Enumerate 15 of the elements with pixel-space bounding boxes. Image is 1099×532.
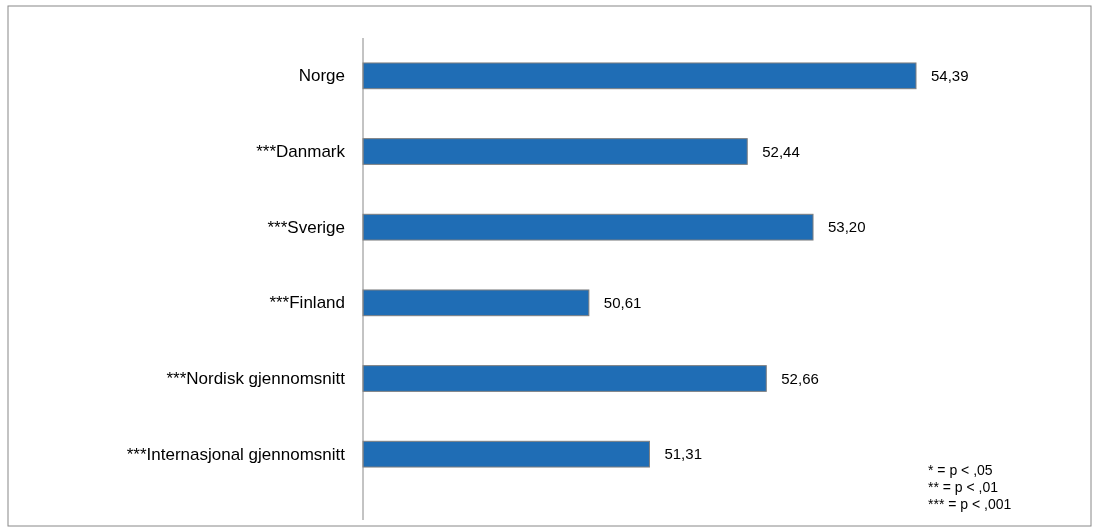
y-tick-label: ***Nordisk gjennomsnitt xyxy=(166,368,346,388)
data-label: 52,44 xyxy=(762,142,800,160)
data-label: 54,39 xyxy=(931,67,969,85)
data-label: 52,66 xyxy=(781,369,819,387)
data-label: 50,61 xyxy=(603,294,642,312)
text: ** = p < ,01 xyxy=(928,479,999,495)
y-tick-label: ***Finland xyxy=(269,293,345,313)
y-tick-label: ***Danmark xyxy=(256,141,346,161)
y-tick-label: ***Sverige xyxy=(267,217,345,237)
data-label: 51,31 xyxy=(664,445,702,463)
y-tick-label: Norge xyxy=(298,66,345,86)
text: * = p < ,05 xyxy=(928,462,993,478)
data-label: 53,20 xyxy=(828,218,866,236)
text: *** = p < ,001 xyxy=(928,496,1012,512)
y-tick-label: ***Internasjonal gjennomsnitt xyxy=(126,444,346,464)
